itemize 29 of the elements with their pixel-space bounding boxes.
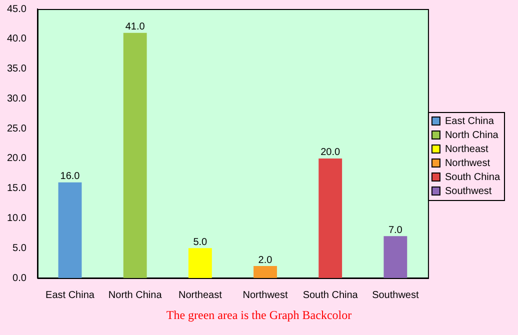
x-tick-label: Northwest bbox=[242, 290, 288, 301]
legend-label: East China bbox=[444, 116, 494, 127]
data-label: 16.0 bbox=[60, 171, 80, 182]
legend-label: North China bbox=[444, 130, 499, 141]
x-tick-label: Northeast bbox=[178, 290, 222, 301]
x-tick-label: North China bbox=[108, 290, 162, 301]
y-tick-label: 25.0 bbox=[6, 123, 27, 134]
y-tick-label: 45.0 bbox=[6, 4, 27, 15]
data-label: 5.0 bbox=[193, 236, 208, 248]
x-tick-label: East China bbox=[46, 290, 95, 301]
legend-label: Northwest bbox=[444, 158, 490, 169]
y-tick-label: 20.0 bbox=[6, 153, 27, 164]
x-tick-label: Southwest bbox=[372, 290, 419, 301]
y-tick-label: 15.0 bbox=[6, 183, 27, 194]
y-tick-label: 30.0 bbox=[6, 93, 27, 104]
data-label: 7.0 bbox=[388, 224, 403, 236]
data-label: 20.0 bbox=[320, 147, 341, 158]
legend-label: Southwest bbox=[444, 186, 492, 197]
y-tick-label: 5.0 bbox=[12, 242, 27, 254]
y-tick-label: 40.0 bbox=[6, 34, 27, 45]
y-tick-label: 10.0 bbox=[6, 212, 27, 224]
data-label: 2.0 bbox=[258, 254, 273, 266]
x-tick-label: South China bbox=[302, 290, 358, 301]
data-label: 41.0 bbox=[125, 22, 146, 33]
y-tick-label: 0.0 bbox=[12, 272, 27, 284]
legend-label: Northeast bbox=[444, 144, 489, 155]
legend-label: South China bbox=[444, 172, 500, 183]
y-tick-label: 35.0 bbox=[6, 64, 27, 75]
text: The green area is the Graph Backcolor bbox=[165, 308, 353, 323]
